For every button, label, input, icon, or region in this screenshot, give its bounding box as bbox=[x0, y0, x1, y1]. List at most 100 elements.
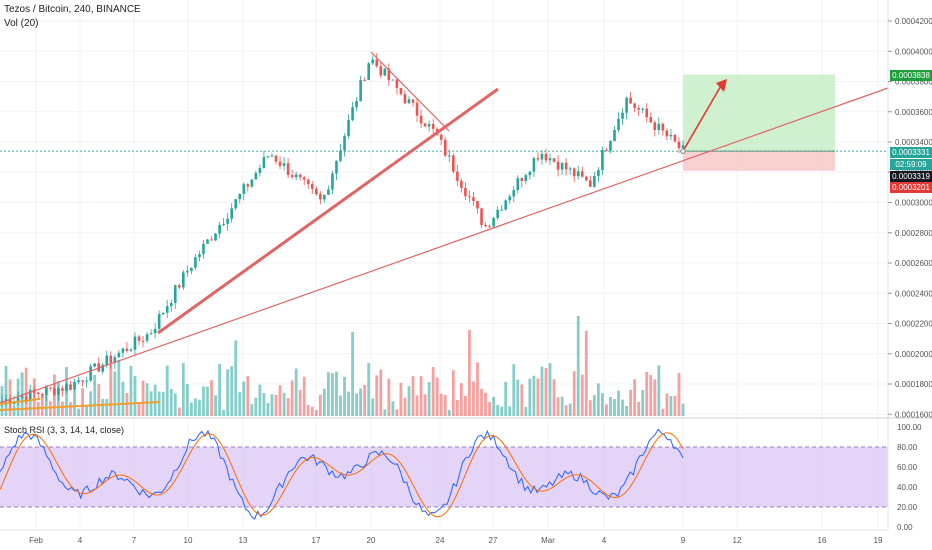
volume-bar bbox=[218, 363, 221, 416]
symbol-title[interactable]: Tezos / Bitcoin, 240, BINANCE bbox=[4, 4, 141, 15]
candle-body bbox=[230, 208, 233, 219]
candlesticks[interactable] bbox=[0, 53, 685, 411]
candle-body bbox=[40, 393, 44, 395]
candle-body bbox=[343, 136, 346, 151]
price-tick-label: 0.0001800 bbox=[895, 380, 932, 389]
price-tick-label: 0.0002400 bbox=[895, 289, 932, 298]
volume-bar bbox=[552, 379, 556, 416]
candle-body bbox=[274, 155, 278, 162]
time-tick-label: 10 bbox=[184, 536, 193, 545]
time-tick-label: 27 bbox=[489, 536, 498, 545]
volume-bar bbox=[177, 407, 181, 416]
candle-body bbox=[20, 396, 24, 399]
time-tick-label: 16 bbox=[818, 536, 827, 545]
candle-body bbox=[540, 153, 544, 160]
volume-bar bbox=[198, 399, 201, 416]
volume-bar bbox=[576, 316, 580, 416]
candle-body bbox=[294, 174, 298, 178]
candle-body bbox=[77, 380, 80, 382]
candle-body bbox=[629, 97, 632, 104]
candle-body bbox=[61, 388, 64, 391]
volume-bar bbox=[12, 406, 16, 416]
candle-body bbox=[552, 158, 556, 162]
volume-bar bbox=[278, 385, 282, 416]
candle-body bbox=[117, 352, 121, 358]
volume-bar bbox=[419, 376, 423, 416]
volume-bar bbox=[254, 397, 258, 416]
candle-body bbox=[69, 384, 72, 390]
time-tick-label: Feb bbox=[29, 536, 43, 545]
price-tick-label: 0.0003400 bbox=[895, 138, 932, 147]
volume-bar bbox=[653, 379, 657, 416]
candle-body bbox=[649, 117, 653, 123]
candle-body bbox=[568, 168, 572, 170]
candle-body bbox=[315, 188, 318, 195]
candle-body bbox=[593, 176, 596, 187]
volume-legend[interactable]: Vol (20) bbox=[4, 18, 39, 29]
volume-bar bbox=[580, 374, 584, 416]
candle-body bbox=[282, 163, 286, 166]
candle-body bbox=[16, 398, 20, 402]
volume-bar bbox=[512, 364, 516, 416]
trendline-drawings[interactable] bbox=[0, 51, 889, 411]
time-axis[interactable]: Feb 4 7 10 13 17 20 24 27 Mar 4 9 12 16 19 bbox=[29, 536, 883, 545]
candle-body bbox=[415, 102, 419, 116]
candle-body bbox=[218, 224, 221, 234]
entry-handle bbox=[680, 148, 686, 154]
volume-bar bbox=[194, 398, 197, 416]
volume-bar bbox=[339, 395, 342, 416]
candle-body bbox=[202, 243, 205, 255]
volume-bar bbox=[427, 382, 431, 416]
volume-bar bbox=[468, 329, 471, 416]
stoch-band-fill bbox=[0, 447, 888, 507]
candle-body bbox=[480, 208, 483, 225]
volume-bar bbox=[592, 395, 596, 416]
volume-bar bbox=[202, 386, 205, 416]
candle-body bbox=[625, 97, 628, 113]
candle-body bbox=[81, 380, 84, 382]
chart-grid bbox=[0, 0, 888, 530]
volume-bar bbox=[435, 377, 439, 416]
volume-bar bbox=[24, 367, 28, 416]
candle-body bbox=[347, 120, 350, 137]
candle-body bbox=[169, 302, 173, 307]
candle-body bbox=[399, 87, 403, 95]
candle-body bbox=[472, 197, 475, 201]
candle-body bbox=[298, 174, 302, 178]
candle-body bbox=[419, 115, 423, 124]
volume-bar bbox=[121, 381, 125, 416]
candle-body bbox=[270, 155, 274, 157]
stoch-tick-label: 60.00 bbox=[897, 463, 918, 472]
candle-body bbox=[286, 163, 290, 175]
stoch-band bbox=[0, 446, 888, 508]
target-price-badge: 0.0003838 bbox=[890, 70, 932, 81]
stoch-tick-label: 100.00 bbox=[897, 423, 922, 432]
volume-bar bbox=[431, 367, 435, 416]
candle-body bbox=[198, 254, 201, 258]
candle-body bbox=[186, 271, 189, 273]
price-tick-label: 0.0003600 bbox=[895, 108, 932, 117]
current-price-badge: 0.0003331 bbox=[890, 147, 932, 158]
volume-bar bbox=[403, 397, 407, 416]
candle-body bbox=[226, 218, 229, 224]
stoch-legend[interactable]: Stoch RSI (3, 3, 14, 14, close) bbox=[4, 425, 125, 435]
candle-body bbox=[391, 79, 395, 81]
candle-body bbox=[560, 162, 564, 170]
candle-body bbox=[564, 162, 568, 170]
volume-bar bbox=[443, 395, 447, 416]
long-trendline bbox=[0, 87, 889, 404]
candle-body bbox=[101, 364, 105, 372]
candle-body bbox=[8, 399, 12, 405]
stoch-tick-label: 20.00 bbox=[897, 503, 918, 512]
volume-bar bbox=[129, 365, 133, 416]
volume-bar bbox=[500, 406, 504, 416]
volume-bar bbox=[588, 400, 592, 416]
volume-bar bbox=[40, 394, 44, 416]
candle-body bbox=[157, 314, 161, 329]
volume-bar bbox=[73, 390, 76, 416]
candle-body bbox=[673, 134, 677, 142]
volume-bar bbox=[335, 371, 338, 416]
candle-body bbox=[222, 223, 225, 225]
volume-bar bbox=[133, 376, 137, 416]
